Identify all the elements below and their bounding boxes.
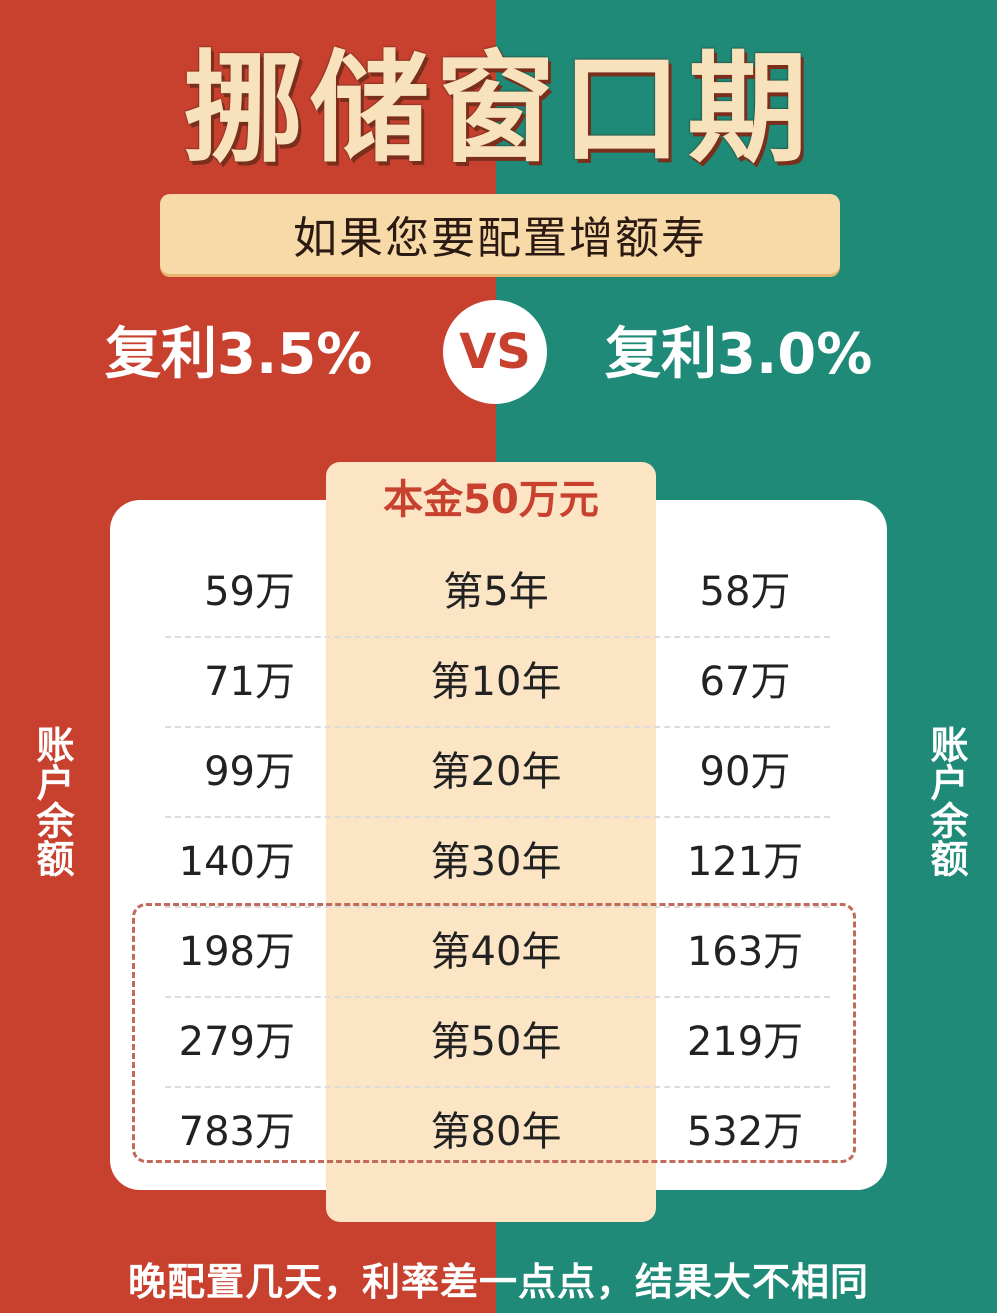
highlight-box (132, 903, 856, 1163)
right-balance: 58万 (699, 569, 791, 615)
principal-header: 本金50万元 (383, 477, 599, 523)
left-balance: 71万 (204, 659, 295, 705)
side-label-right: 账户余额 (924, 725, 968, 877)
rate-left: 复利3.5% (105, 322, 373, 387)
table-row: 279万 第50年 219万 (165, 998, 830, 1088)
left-balance: 279万 (178, 1019, 295, 1065)
rate-right: 复利3.0% (605, 322, 873, 387)
left-balance: 99万 (204, 749, 295, 795)
right-balance: 163万 (686, 929, 804, 975)
table-row: 198万 第40年 163万 (165, 908, 830, 998)
year-label: 第10年 (430, 659, 562, 705)
year-label: 第5年 (443, 569, 549, 615)
right-balance: 532万 (686, 1109, 804, 1155)
center-column (326, 462, 656, 1222)
side-label-left: 账户余额 (30, 725, 74, 877)
left-balance: 198万 (178, 929, 295, 975)
year-label: 第20年 (430, 749, 562, 795)
year-label: 第50年 (430, 1019, 562, 1065)
right-balance: 121万 (686, 839, 804, 885)
footer-caption: 晚配置几天，利率差一点点，结果大不相同 (127, 1260, 869, 1304)
table-row: 59万 第5年 58万 (165, 548, 830, 638)
comparison-table: 59万 第5年 58万 71万 第10年 67万 99万 第20年 90万 14… (165, 548, 830, 1176)
left-balance: 59万 (204, 569, 295, 615)
right-balance: 67万 (699, 659, 791, 705)
right-balance: 90万 (699, 749, 791, 795)
subtitle-text: 如果您要配置增额寿 (293, 213, 707, 264)
year-label: 第30年 (430, 839, 562, 885)
vs-badge: VS (443, 300, 547, 404)
table-row: 140万 第30年 121万 (165, 818, 830, 908)
table-row: 783万 第80年 532万 (165, 1088, 830, 1176)
year-label: 第40年 (430, 929, 562, 975)
table-row: 99万 第20年 90万 (165, 728, 830, 818)
subtitle-banner: 如果您要配置增额寿 (160, 194, 840, 274)
table-row: 71万 第10年 67万 (165, 638, 830, 728)
right-balance: 219万 (686, 1019, 804, 1065)
page-title: 挪储窗口期 (183, 40, 814, 179)
left-balance: 783万 (178, 1109, 295, 1155)
year-label: 第80年 (430, 1109, 562, 1155)
left-balance: 140万 (178, 839, 295, 885)
